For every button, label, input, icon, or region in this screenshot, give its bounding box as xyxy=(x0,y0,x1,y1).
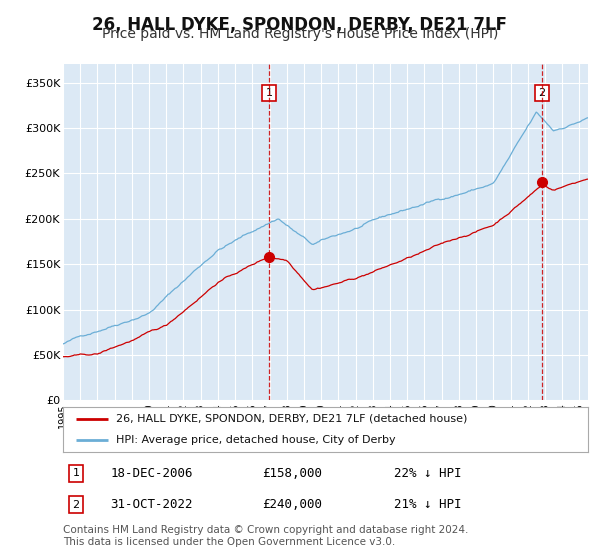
Text: 22% ↓ HPI: 22% ↓ HPI xyxy=(394,466,461,480)
Text: Contains HM Land Registry data © Crown copyright and database right 2024.
This d: Contains HM Land Registry data © Crown c… xyxy=(63,525,469,547)
Text: £158,000: £158,000 xyxy=(263,466,323,480)
Text: £240,000: £240,000 xyxy=(263,498,323,511)
Text: 18-DEC-2006: 18-DEC-2006 xyxy=(110,466,193,480)
Text: 1: 1 xyxy=(265,88,272,98)
Text: 1: 1 xyxy=(73,468,79,478)
Text: 2: 2 xyxy=(73,500,80,510)
Text: 2: 2 xyxy=(538,88,545,98)
Text: Price paid vs. HM Land Registry's House Price Index (HPI): Price paid vs. HM Land Registry's House … xyxy=(102,27,498,41)
Text: 26, HALL DYKE, SPONDON, DERBY, DE21 7LF: 26, HALL DYKE, SPONDON, DERBY, DE21 7LF xyxy=(92,16,508,34)
Text: 26, HALL DYKE, SPONDON, DERBY, DE21 7LF (detached house): 26, HALL DYKE, SPONDON, DERBY, DE21 7LF … xyxy=(115,414,467,424)
Text: 21% ↓ HPI: 21% ↓ HPI xyxy=(394,498,461,511)
Text: HPI: Average price, detached house, City of Derby: HPI: Average price, detached house, City… xyxy=(115,435,395,445)
Text: 31-OCT-2022: 31-OCT-2022 xyxy=(110,498,193,511)
